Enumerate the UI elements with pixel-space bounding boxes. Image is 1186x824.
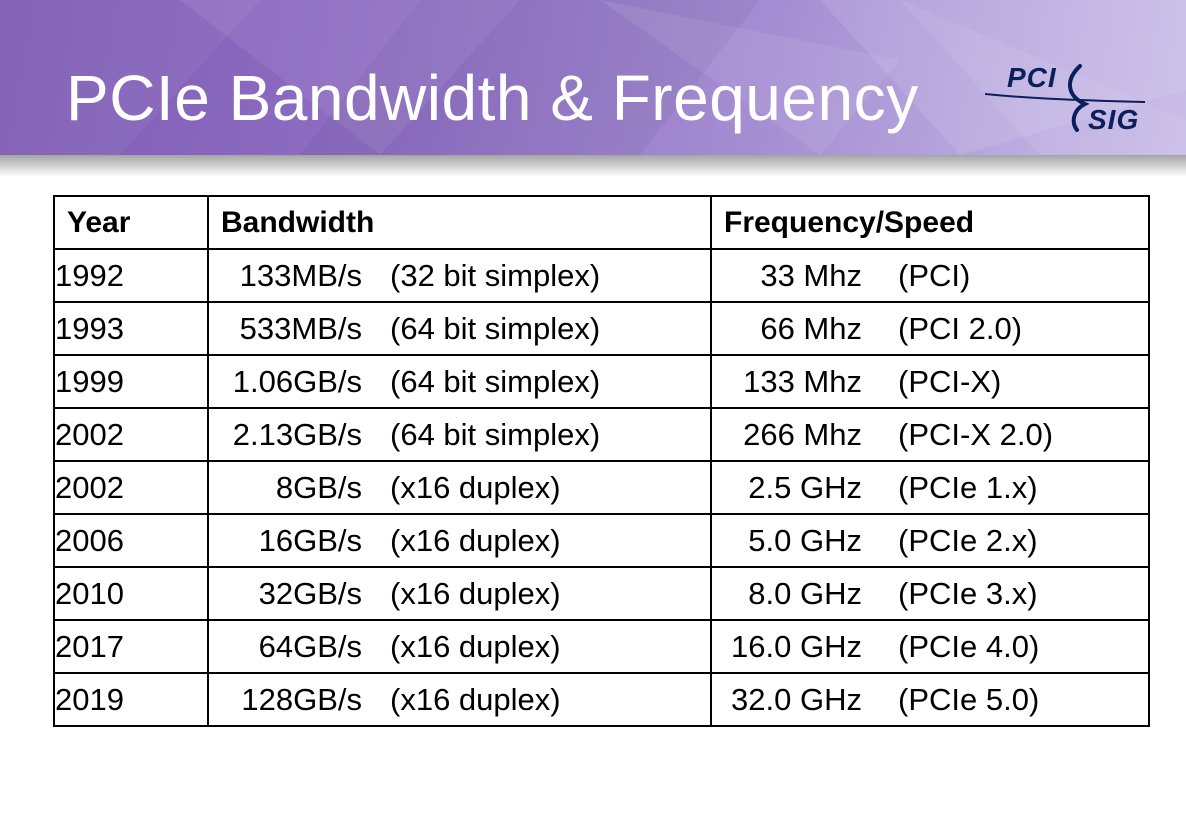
table-header-row: Year Bandwidth Frequency/Speed — [53, 195, 1150, 250]
pci-sig-logo: PCI SIG — [985, 60, 1165, 140]
bandwidth-note: (64 bit simplex) — [390, 310, 601, 346]
frequency-cell: 16.0 GHz (PCIe 4.0) — [710, 619, 1150, 674]
frequency-cell: 133 Mhz (PCI-X) — [710, 354, 1150, 409]
year-cell: 1999 — [53, 354, 209, 409]
bandwidth-value: 8GB/s — [275, 469, 362, 505]
bandwidth-note: (x16 duplex) — [390, 522, 561, 558]
year-cell: 2002 — [53, 407, 209, 462]
banner-shadow — [0, 155, 1186, 177]
table-row: 2006 16GB/s (x16 duplex) 5.0 GHz (PCIe 2.x) — [53, 513, 1150, 568]
logo-sig-text: SIG — [1088, 104, 1140, 135]
frequency-cell: 5.0 GHz (PCIe 2.x) — [710, 513, 1150, 568]
bandwidth-cell: 2.13GB/s (64 bit simplex) — [207, 407, 712, 462]
frequency-value: 32.0 GHz — [731, 681, 862, 717]
bandwidth-note: (x16 duplex) — [390, 681, 561, 717]
bandwidth-cell: 8GB/s (x16 duplex) — [207, 460, 712, 515]
table-row: 2019 128GB/s (x16 duplex) 32.0 GHz (PCIe 5.0… — [53, 672, 1150, 727]
frequency-value: 33 Mhz — [760, 257, 862, 293]
bandwidth-value: 533MB/s — [239, 310, 362, 346]
bandwidth-note: (x16 duplex) — [390, 575, 561, 611]
column-header-frequency: Frequency/Speed — [710, 195, 1150, 250]
frequency-note: (PCIe 2.x) — [898, 522, 1038, 558]
frequency-note: (PCI-X 2.0) — [898, 416, 1054, 452]
frequency-cell: 266 Mhz (PCI-X 2.0) — [710, 407, 1150, 462]
frequency-cell: 8.0 GHz (PCIe 3.x) — [710, 566, 1150, 621]
frequency-value: 133 Mhz — [743, 363, 862, 399]
bandwidth-cell: 64GB/s (x16 duplex) — [207, 619, 712, 674]
year-cell: 2010 — [53, 566, 209, 621]
frequency-value: 5.0 GHz — [748, 522, 862, 558]
pcie-table: Year Bandwidth Frequency/Speed 1992 133MB… — [53, 195, 1150, 727]
bandwidth-value: 16GB/s — [258, 522, 362, 558]
year-cell: 1992 — [53, 248, 209, 303]
bandwidth-cell: 128GB/s (x16 duplex) — [207, 672, 712, 727]
bandwidth-cell: 16GB/s (x16 duplex) — [207, 513, 712, 568]
frequency-cell: 33 Mhz (PCI) — [710, 248, 1150, 303]
column-header-bandwidth: Bandwidth — [207, 195, 712, 250]
frequency-note: (PCI) — [898, 257, 971, 293]
bandwidth-note: (64 bit simplex) — [390, 416, 601, 452]
year-cell: 1993 — [53, 301, 209, 356]
frequency-note: (PCIe 3.x) — [898, 575, 1038, 611]
bandwidth-value: 128GB/s — [241, 681, 362, 717]
table-row: 2002 2.13GB/s (64 bit simplex) 266 Mhz (PCI-… — [53, 407, 1150, 462]
bandwidth-cell: 32GB/s (x16 duplex) — [207, 566, 712, 621]
table-row: 1993 533MB/s (64 bit simplex) 66 Mhz (PCI 2.… — [53, 301, 1150, 356]
page-title: PCIe Bandwidth & Frequency — [66, 62, 919, 134]
bandwidth-cell: 1.06GB/s (64 bit simplex) — [207, 354, 712, 409]
header-banner: PCIe Bandwidth & Frequency PCI SIG — [0, 0, 1186, 155]
frequency-value: 16.0 GHz — [731, 628, 862, 664]
bandwidth-note: (x16 duplex) — [390, 628, 561, 664]
year-cell: 2002 — [53, 460, 209, 515]
banner-facets — [0, 0, 1186, 155]
bandwidth-cell: 133MB/s (32 bit simplex) — [207, 248, 712, 303]
table-row: 2002 8GB/s (x16 duplex) 2.5 GHz (PCIe 1.x) — [53, 460, 1150, 515]
column-header-year: Year — [53, 195, 209, 250]
table-row: 1999 1.06GB/s (64 bit simplex) 133 Mhz (PCI-… — [53, 354, 1150, 409]
frequency-note: (PCI-X) — [898, 363, 1002, 399]
frequency-value: 66 Mhz — [760, 310, 862, 346]
logo-swoosh-icon — [985, 64, 1146, 132]
frequency-cell: 32.0 GHz (PCIe 5.0) — [710, 672, 1150, 727]
frequency-cell: 66 Mhz (PCI 2.0) — [710, 301, 1150, 356]
bandwidth-note: (x16 duplex) — [390, 469, 561, 505]
bandwidth-value: 32GB/s — [258, 575, 362, 611]
frequency-note: (PCI 2.0) — [898, 310, 1023, 346]
table-row: 2017 64GB/s (x16 duplex) 16.0 GHz (PCIe 4.0) — [53, 619, 1150, 674]
bandwidth-note: (32 bit simplex) — [390, 257, 601, 293]
year-cell: 2017 — [53, 619, 209, 674]
bandwidth-note: (64 bit simplex) — [390, 363, 601, 399]
frequency-cell: 2.5 GHz (PCIe 1.x) — [710, 460, 1150, 515]
frequency-note: (PCIe 1.x) — [898, 469, 1038, 505]
frequency-value: 8.0 GHz — [748, 575, 862, 611]
bandwidth-value: 64GB/s — [258, 628, 362, 664]
bandwidth-cell: 533MB/s (64 bit simplex) — [207, 301, 712, 356]
bandwidth-value: 2.13GB/s — [232, 416, 362, 452]
table-row: 2010 32GB/s (x16 duplex) 8.0 GHz (PCIe 3.x) — [53, 566, 1150, 621]
bandwidth-value: 1.06GB/s — [232, 363, 362, 399]
frequency-note: (PCIe 5.0) — [898, 681, 1040, 717]
frequency-note: (PCIe 4.0) — [898, 628, 1040, 664]
year-cell: 2006 — [53, 513, 209, 568]
frequency-value: 2.5 GHz — [748, 469, 862, 505]
year-cell: 2019 — [53, 672, 209, 727]
table-row: 1992 133MB/s (32 bit simplex) 33 Mhz (PCI) — [53, 248, 1150, 303]
frequency-value: 266 Mhz — [743, 416, 862, 452]
bandwidth-value: 133MB/s — [239, 257, 362, 293]
logo-pci-text: PCI — [1007, 62, 1057, 93]
